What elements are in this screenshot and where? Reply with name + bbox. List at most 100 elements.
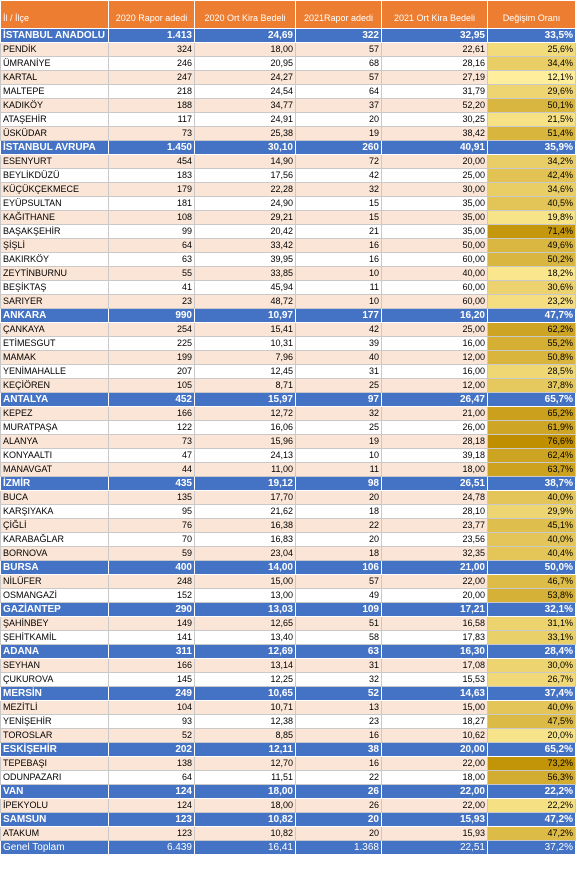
change-rate-cell[interactable]: 50,2% <box>487 252 576 267</box>
count-2020-cell[interactable]: 1.413 <box>108 28 195 43</box>
region-cell[interactable]: BORNOVA <box>0 546 109 561</box>
rent-2021-cell[interactable]: 22,00 <box>381 756 488 771</box>
header-2020-count[interactable]: 2020 Rapor adedi <box>108 0 195 29</box>
rent-2021-cell[interactable]: 25,00 <box>381 168 488 183</box>
change-rate-cell[interactable]: 50,0% <box>487 560 576 575</box>
count-2021-cell[interactable]: 42 <box>295 168 382 183</box>
rent-2021-cell[interactable]: 17,83 <box>381 630 488 645</box>
count-2021-cell[interactable]: 20 <box>295 812 382 827</box>
region-cell[interactable]: NİLÜFER <box>0 574 109 589</box>
region-cell[interactable]: BAŞAKŞEHİR <box>0 224 109 239</box>
region-cell[interactable]: ŞEHİTKAMİL <box>0 630 109 645</box>
region-cell[interactable]: KARŞIYAKA <box>0 504 109 519</box>
rent-2020-cell[interactable]: 8,71 <box>194 378 296 393</box>
count-2020-cell[interactable]: 188 <box>108 98 195 113</box>
count-2021-cell[interactable]: 64 <box>295 84 382 99</box>
rent-2021-cell[interactable]: 20,00 <box>381 154 488 169</box>
rent-2020-cell[interactable]: 18,00 <box>194 42 296 57</box>
rent-2021-cell[interactable]: 16,20 <box>381 308 488 323</box>
change-rate-cell[interactable]: 61,9% <box>487 420 576 435</box>
region-cell[interactable]: ADANA <box>0 644 109 659</box>
count-2021-cell[interactable]: 19 <box>295 434 382 449</box>
region-cell[interactable]: ATAŞEHİR <box>0 112 109 127</box>
rent-2021-cell[interactable]: 35,00 <box>381 210 488 225</box>
change-rate-cell[interactable]: 37,8% <box>487 378 576 393</box>
rent-2020-cell[interactable]: 34,77 <box>194 98 296 113</box>
rent-2021-cell[interactable]: 60,00 <box>381 252 488 267</box>
count-2021-cell[interactable]: 98 <box>295 476 382 491</box>
rent-2021-cell[interactable]: 16,00 <box>381 336 488 351</box>
rent-2020-cell[interactable]: 10,71 <box>194 700 296 715</box>
count-2020-cell[interactable]: 76 <box>108 518 195 533</box>
count-2021-cell[interactable]: 20 <box>295 490 382 505</box>
rent-2020-cell[interactable]: 16,06 <box>194 420 296 435</box>
region-cell[interactable]: ZEYTİNBURNU <box>0 266 109 281</box>
region-cell[interactable]: TEPEBAŞI <box>0 756 109 771</box>
change-rate-cell[interactable]: 40,0% <box>487 532 576 547</box>
count-2020-cell[interactable]: 47 <box>108 448 195 463</box>
header-change-rate[interactable]: Değişim Oranı <box>487 0 576 29</box>
change-rate-cell[interactable]: 37,4% <box>487 686 576 701</box>
change-rate-cell[interactable]: 26,7% <box>487 672 576 687</box>
region-cell[interactable]: BEYLİKDÜZÜ <box>0 168 109 183</box>
rent-2021-cell[interactable]: 18,27 <box>381 714 488 729</box>
count-2021-cell[interactable]: 15 <box>295 196 382 211</box>
count-2021-cell[interactable]: 25 <box>295 378 382 393</box>
rent-2020-cell[interactable]: 12,69 <box>194 644 296 659</box>
change-rate-cell[interactable]: 40,5% <box>487 196 576 211</box>
region-cell[interactable]: ÜSKÜDAR <box>0 126 109 141</box>
count-2020-cell[interactable]: 247 <box>108 70 195 85</box>
region-cell[interactable]: İZMİR <box>0 476 109 491</box>
rent-2021-cell[interactable]: 50,00 <box>381 238 488 253</box>
count-2021-cell[interactable]: 10 <box>295 294 382 309</box>
count-2021-cell[interactable]: 22 <box>295 770 382 785</box>
count-2021-cell[interactable]: 22 <box>295 518 382 533</box>
change-rate-cell[interactable]: 22,2% <box>487 798 576 813</box>
rent-2021-cell[interactable]: 12,00 <box>381 350 488 365</box>
count-2021-cell[interactable]: 72 <box>295 154 382 169</box>
region-cell[interactable]: SARIYER <box>0 294 109 309</box>
change-rate-cell[interactable]: 29,6% <box>487 84 576 99</box>
count-2020-cell[interactable]: 435 <box>108 476 195 491</box>
rent-2021-cell[interactable]: 18,00 <box>381 462 488 477</box>
count-2020-cell[interactable]: 23 <box>108 294 195 309</box>
rent-2020-cell[interactable]: 15,41 <box>194 322 296 337</box>
count-2021-cell[interactable]: 57 <box>295 42 382 57</box>
region-cell[interactable]: ŞİŞLİ <box>0 238 109 253</box>
rent-2020-cell[interactable]: 14,90 <box>194 154 296 169</box>
rent-2021-cell[interactable]: 22,00 <box>381 784 488 799</box>
rent-2020-cell[interactable]: 10,97 <box>194 308 296 323</box>
region-cell[interactable]: KEÇİÖREN <box>0 378 109 393</box>
change-rate-cell[interactable]: 49,6% <box>487 238 576 253</box>
change-rate-cell[interactable]: 34,4% <box>487 56 576 71</box>
change-rate-cell[interactable]: 31,1% <box>487 616 576 631</box>
region-cell[interactable]: ETİMESGUT <box>0 336 109 351</box>
change-rate-cell[interactable]: 33,5% <box>487 28 576 43</box>
rent-2020-cell[interactable]: 45,94 <box>194 280 296 295</box>
rent-2021-cell[interactable]: 14,63 <box>381 686 488 701</box>
rent-2021-cell[interactable]: 35,00 <box>381 224 488 239</box>
count-2020-cell[interactable]: 93 <box>108 714 195 729</box>
rent-2020-cell[interactable]: 12,72 <box>194 406 296 421</box>
rent-2021-cell[interactable]: 16,00 <box>381 364 488 379</box>
region-cell[interactable]: VAN <box>0 784 109 799</box>
rent-2020-cell[interactable]: 24,91 <box>194 112 296 127</box>
count-2020-cell[interactable]: 117 <box>108 112 195 127</box>
rent-2021-cell[interactable]: 38,42 <box>381 126 488 141</box>
count-2021-cell[interactable]: 106 <box>295 560 382 575</box>
count-2020-cell[interactable]: 183 <box>108 168 195 183</box>
rent-2021-cell[interactable]: 22,61 <box>381 42 488 57</box>
region-cell[interactable]: İSTANBUL AVRUPA <box>0 140 109 155</box>
count-2020-cell[interactable]: 73 <box>108 434 195 449</box>
rent-2020-cell[interactable]: 12,70 <box>194 756 296 771</box>
count-2020-cell[interactable]: 246 <box>108 56 195 71</box>
rent-2021-cell[interactable]: 39,18 <box>381 448 488 463</box>
rent-2020-cell[interactable]: 30,10 <box>194 140 296 155</box>
rent-2021-cell[interactable]: 28,16 <box>381 56 488 71</box>
count-2021-cell[interactable]: 42 <box>295 322 382 337</box>
rent-2020-cell[interactable]: 12,11 <box>194 742 296 757</box>
count-2021-cell[interactable]: 177 <box>295 308 382 323</box>
change-rate-cell[interactable]: 47,2% <box>487 826 576 841</box>
rent-2021-cell[interactable]: 20,00 <box>381 588 488 603</box>
change-rate-cell[interactable]: 65,2% <box>487 406 576 421</box>
